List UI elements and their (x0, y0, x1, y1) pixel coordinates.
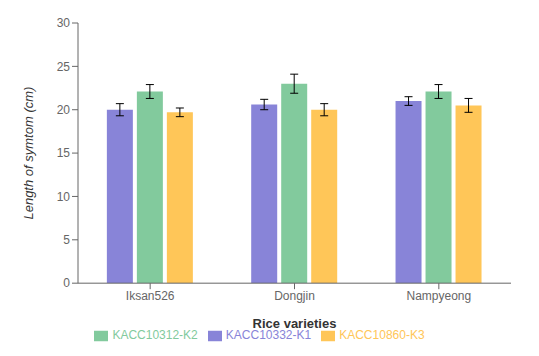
svg-text:0: 0 (63, 276, 70, 290)
svg-text:5: 5 (63, 233, 70, 247)
html-text:KACC10312-K2: KACC10312-K2 (112, 328, 198, 343)
html-text:KACC10860-K3: KACC10860-K3 (339, 328, 425, 343)
svg-text:20: 20 (57, 103, 71, 117)
svg-text:15: 15 (57, 146, 71, 160)
svg-text:30: 30 (57, 16, 71, 30)
html-text:KACC10332-K1: KACC10332-K1 (225, 328, 312, 343)
svg-text:25: 25 (57, 60, 71, 74)
svg-text:Rice varieties: Rice varieties (253, 316, 337, 331)
svg-text:Length of symtom (cm): Length of symtom (cm) (21, 87, 36, 220)
svg-text:10: 10 (57, 190, 71, 204)
svg-text:Dongjin: Dongjin (274, 289, 315, 303)
svg-text:Iksan526: Iksan526 (126, 289, 175, 303)
svg-text:Nampyeong: Nampyeong (406, 289, 471, 303)
